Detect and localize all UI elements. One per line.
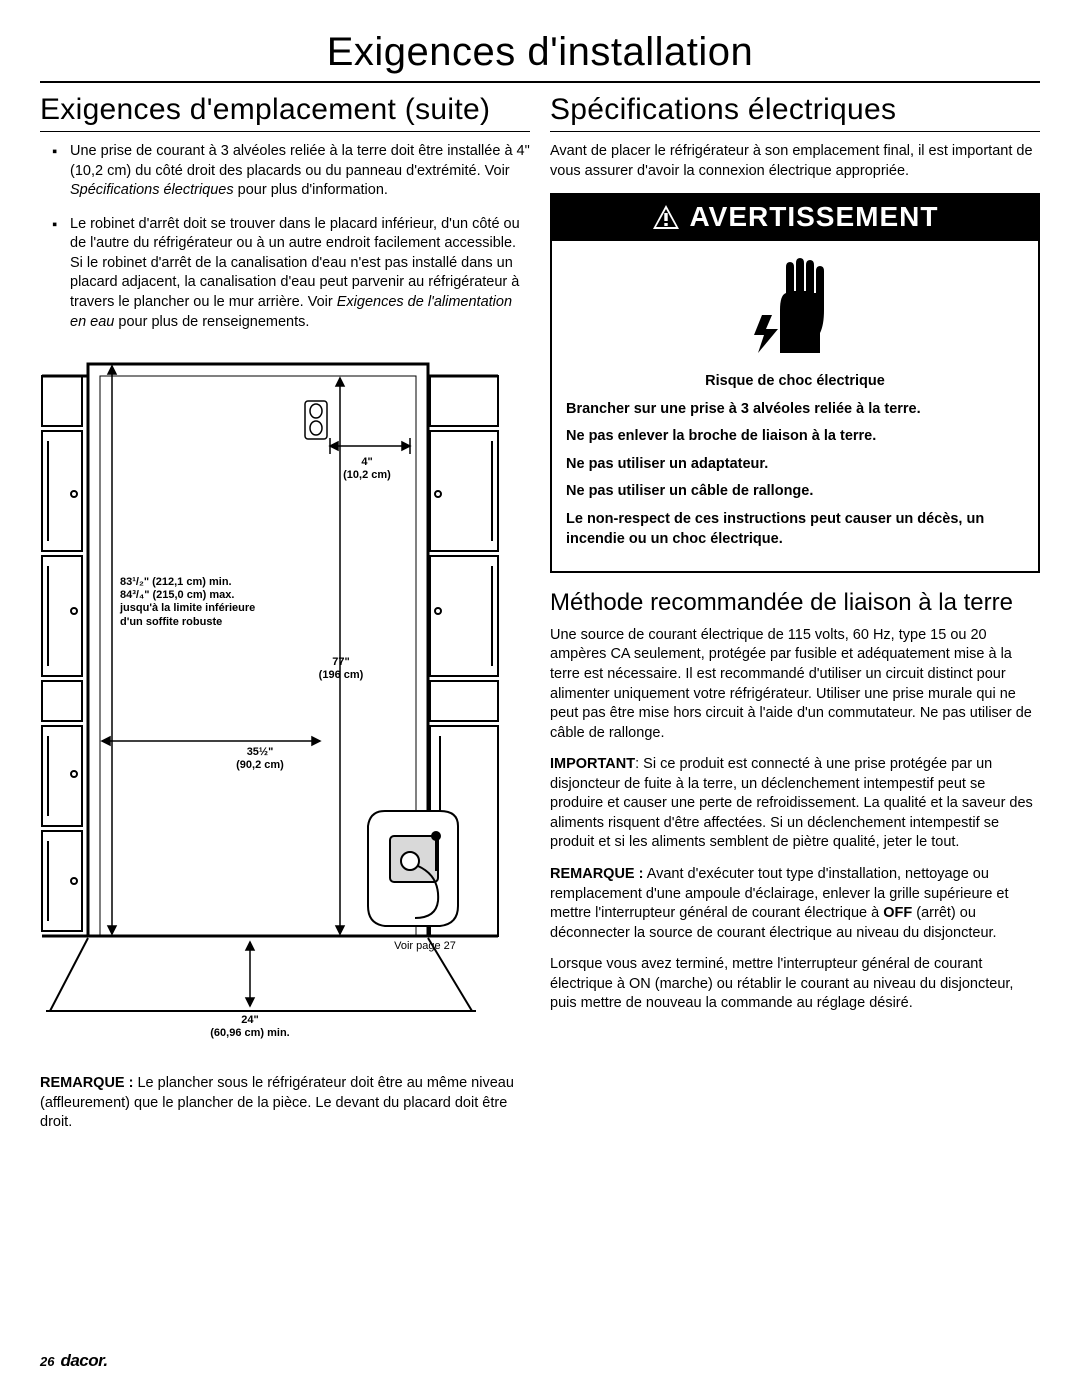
location-bullets: Une prise de courant à 3 alvéoles reliée…: [40, 142, 530, 332]
warning-header-text: AVERTISSEMENT: [690, 201, 939, 233]
para-important: IMPORTANT: Si ce produit est connecté à …: [550, 755, 1040, 853]
warn-line-6: Le non-respect de ces instructions peut …: [566, 510, 1024, 549]
off-label: OFF: [883, 905, 912, 921]
location-req-heading: Exigences d'emplacement (suite): [40, 93, 530, 132]
warning-body: Risque de choc électrique Brancher sur u…: [552, 372, 1038, 571]
warn-line-5: Ne pas utiliser un câble de rallonge.: [566, 482, 1024, 502]
opening-height-label: 77"(196 cm): [316, 656, 366, 682]
floor-note: REMARQUE : Le plancher sous le réfrigéra…: [40, 1074, 530, 1133]
height-range-label: 83¹/₂" (212,1 cm) min.84³/₄" (215,0 cm) …: [120, 576, 290, 629]
warn-line-2: Brancher sur une prise à 3 alvéoles reli…: [566, 400, 1024, 420]
important-label: IMPORTANT: [550, 756, 635, 772]
brand-logo: dacor.: [60, 1351, 107, 1371]
installation-diagram: 4"(10,2 cm) 83¹/₂" (212,1 cm) min.84³/₄"…: [40, 346, 500, 1066]
shock-icon-wrap: [552, 241, 1038, 372]
outlet-dim-label: 4"(10,2 cm): [332, 456, 402, 482]
page-title: Exigences d'installation: [40, 30, 1040, 83]
warn-line-1: Risque de choc électrique: [566, 372, 1024, 392]
warning-triangle-icon: [652, 204, 680, 230]
para-remark: REMARQUE : Avant d'exécuter tout type d'…: [550, 865, 1040, 943]
warn-line-4: Ne pas utiliser un adaptateur.: [566, 455, 1024, 475]
two-column-layout: Exigences d'emplacement (suite) Une pris…: [40, 93, 1040, 1133]
grounding-subhead: Méthode recommandée de liaison à la terr…: [550, 589, 1040, 618]
page-number: 26: [40, 1354, 54, 1369]
warning-box: AVERTISSEMENT Risque de choc électrique …: [550, 193, 1040, 573]
electrical-intro: Avant de placer le réfrigérateur à son e…: [550, 142, 1040, 181]
warning-header: AVERTISSEMENT: [552, 195, 1038, 241]
bullet-2: Le robinet d'arrêt doit se trouver dans …: [70, 215, 530, 332]
depth-label: 24"(60,96 cm) min.: [200, 1014, 300, 1040]
page-footer: 26 dacor.: [40, 1351, 108, 1371]
electrical-spec-heading: Spécifications électriques: [550, 93, 1040, 132]
para-power-source: Une source de courant électrique de 115 …: [550, 626, 1040, 743]
remark-label-right: REMARQUE :: [550, 866, 643, 882]
left-column: Exigences d'emplacement (suite) Une pris…: [40, 93, 530, 1133]
right-column: Spécifications électriques Avant de plac…: [550, 93, 1040, 1133]
warn-line-3: Ne pas enlever la broche de liaison à la…: [566, 427, 1024, 447]
electric-shock-hand-icon: [750, 255, 840, 355]
remark-label-left: REMARQUE :: [40, 1075, 133, 1091]
para-finish: Lorsque vous avez terminé, mettre l'inte…: [550, 955, 1040, 1014]
opening-width-label: 35½"(90,2 cm): [225, 746, 295, 772]
bullet-1: Une prise de courant à 3 alvéoles reliée…: [70, 142, 530, 201]
see-page-label: Voir page 27: [380, 940, 470, 953]
